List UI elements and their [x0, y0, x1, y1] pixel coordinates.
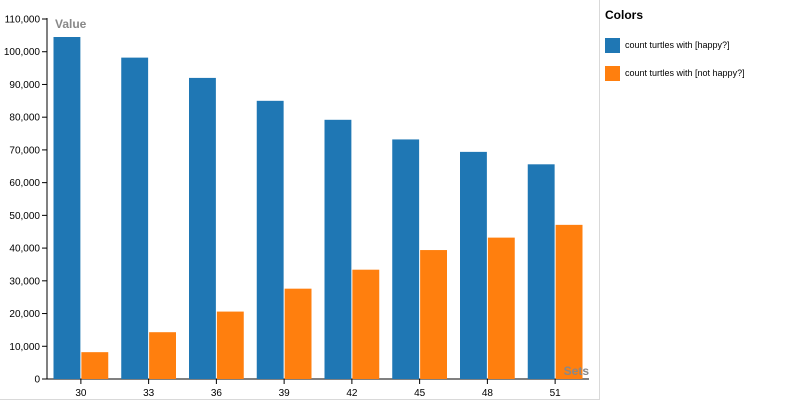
bar-not-happy [555, 224, 583, 379]
x-axis-label: Sets [564, 364, 590, 378]
y-tick-label: 30,000 [9, 276, 40, 287]
x-tick-label: 33 [143, 388, 155, 399]
legend-item-happy[interactable]: count turtles with [happy?] [605, 36, 785, 60]
x-tick-label: 51 [550, 388, 562, 399]
y-tick-label: 80,000 [9, 113, 40, 124]
bar-not-happy [420, 250, 447, 379]
y-tick-label: 20,000 [9, 309, 40, 320]
bar-happy [53, 37, 81, 379]
y-axis-label: Value [55, 17, 87, 31]
legend-label-happy: count turtles with [happy?] [625, 40, 730, 50]
legend-list: count turtles with [happy?] count turtle… [605, 36, 785, 92]
x-tick-label: 45 [414, 388, 426, 399]
legend-swatch-not-happy [605, 66, 620, 81]
bar-not-happy [284, 288, 312, 379]
legend-swatch-happy [605, 38, 620, 53]
legend-item-not-happy[interactable]: count turtles with [not happy?] [605, 64, 785, 88]
bar-happy [324, 119, 352, 380]
bar-happy [527, 164, 555, 379]
y-tick-label: 110,000 [5, 15, 41, 26]
bar-happy [189, 77, 216, 379]
x-tick-label: 39 [279, 388, 291, 399]
y-tick-label: 10,000 [9, 342, 40, 353]
y-tick-label: 50,000 [9, 211, 40, 222]
bar-happy [392, 139, 420, 379]
y-tick-label: 100,000 [4, 47, 41, 58]
bar-happy [460, 151, 487, 379]
bar-happy [121, 57, 149, 379]
bar-not-happy [487, 237, 515, 379]
legend-title: Colors [605, 8, 644, 22]
x-tick-label: 48 [482, 388, 494, 399]
x-tick-label: 30 [75, 388, 87, 399]
bar-not-happy [352, 269, 380, 379]
y-tick-label: 0 [34, 375, 40, 386]
legend-label-not-happy: count turtles with [not happy?] [625, 68, 745, 78]
bar-happy [256, 100, 284, 380]
y-tick-label: 90,000 [9, 80, 40, 91]
bar-chart: 0 10,000 20,000 30,000 40,000 50,000 60,000 70,… [4, 15, 590, 400]
bar-not-happy [81, 352, 109, 379]
y-tick-label: 70,000 [9, 145, 40, 156]
y-tick-label: 60,000 [9, 178, 40, 189]
x-tick-label: 36 [211, 388, 223, 399]
chart-area: 0 10,000 20,000 30,000 40,000 50,000 60,000 70,… [0, 0, 600, 400]
y-tick-label: 40,000 [9, 244, 40, 255]
x-tick-label: 42 [346, 388, 358, 399]
bar-not-happy [216, 311, 244, 379]
bar-not-happy [149, 332, 176, 379]
legend-panel: Colors count turtles with [happy?] count… [600, 0, 800, 400]
